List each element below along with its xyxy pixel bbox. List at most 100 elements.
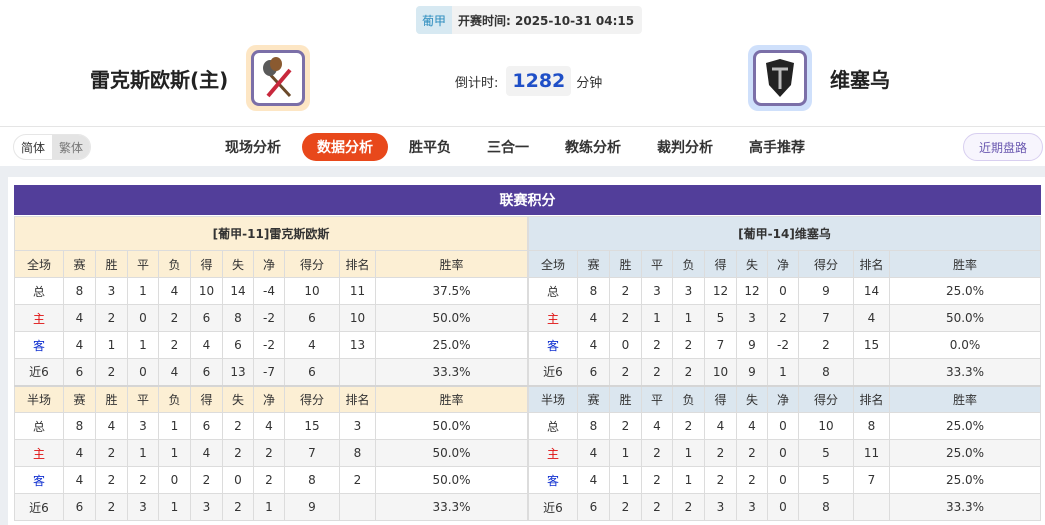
away-team-name[interactable]: 维塞乌 [830, 67, 890, 92]
table-cell: 2 [672, 358, 705, 386]
table-cell: 0 [767, 466, 799, 494]
table-row: 总 8 3 1 4 10 14 -4 10 11 37.5% [14, 277, 528, 305]
row-label: 客 [528, 466, 578, 494]
table-row: 客 4 0 2 2 7 9 -2 2 15 0.0% [528, 331, 1041, 359]
table-cell: 1 [95, 331, 128, 359]
table-cell: 2 [641, 331, 673, 359]
table-cell: 33.3% [375, 358, 528, 386]
table-cell: 2 [339, 466, 376, 494]
column-header: 净 [253, 250, 285, 278]
table-cell: 4 [736, 412, 768, 440]
table-cell: 3 [190, 493, 223, 521]
column-header: 平 [641, 384, 673, 413]
row-label: 近6 [14, 358, 64, 386]
tab-7[interactable]: 高手推荐 [749, 140, 805, 156]
table-row: 总 8 2 4 2 4 4 0 10 8 25.0% [528, 412, 1041, 440]
nav-bar: 简体 繁体 现场分析 数据分析 胜平负 三合一 教练分析 裁判分析 高手推荐 近期盘路 [0, 126, 1045, 166]
table-cell: 2 [798, 331, 854, 359]
team-table-title: [葡甲-14]维塞乌 [528, 216, 1041, 251]
table-cell: 2 [95, 493, 128, 521]
table-cell: -4 [253, 277, 285, 305]
row-label: 总 [528, 277, 578, 305]
table-cell: 13 [339, 331, 376, 359]
column-header: 赛 [577, 384, 610, 413]
table-cell: 2 [190, 466, 223, 494]
table-cell: 8 [63, 277, 96, 305]
table-cell: 50.0% [889, 304, 1041, 332]
home-team-name[interactable]: 雷克斯欧斯(主) [90, 67, 229, 92]
table-cell: 25.0% [375, 331, 528, 359]
column-header: 胜率 [889, 250, 1041, 278]
table-cell: 1 [158, 439, 191, 467]
row-label: 总 [14, 412, 64, 440]
crossed-rackets-icon [263, 57, 292, 98]
table-cell: 3 [641, 277, 673, 305]
table-row: 总 8 4 3 1 6 2 4 15 3 50.0% [14, 412, 528, 440]
table-cell: 2 [736, 439, 768, 467]
column-header: 得 [704, 250, 737, 278]
table-cell: 4 [158, 277, 191, 305]
table-cell: 4 [577, 439, 610, 467]
tab-4[interactable]: 三合一 [487, 140, 529, 156]
tab-3[interactable]: 胜平负 [409, 140, 451, 156]
table-cell [853, 493, 890, 521]
table-cell: 2 [95, 466, 128, 494]
section-title: 联赛积分 [14, 185, 1041, 215]
column-header: 负 [672, 384, 705, 413]
table-cell: 2 [95, 439, 128, 467]
language-toggle: 简体 繁体 [13, 134, 92, 160]
table-cell: 9 [736, 331, 768, 359]
column-header: 得分 [798, 250, 854, 278]
home-team: 雷克斯欧斯(主) [90, 45, 311, 111]
countdown-unit: 分钟 [576, 75, 603, 91]
tab-5[interactable]: 教练分析 [565, 140, 621, 156]
column-header: 胜 [95, 250, 128, 278]
lang-simplified[interactable]: 简体 [21, 140, 46, 155]
tab-1[interactable]: 现场分析 [225, 140, 281, 156]
table-cell: 10 [704, 358, 737, 386]
column-header: 排名 [339, 250, 376, 278]
table-cell: 10 [798, 412, 854, 440]
table-cell: 1 [158, 412, 191, 440]
table-cell: 4 [577, 304, 610, 332]
row-label: 客 [14, 331, 64, 359]
row-label: 主 [528, 304, 578, 332]
table-cell: 9 [736, 358, 768, 386]
column-header: 胜率 [375, 384, 528, 413]
lang-traditional[interactable]: 繁体 [52, 135, 91, 159]
column-header: 负 [158, 250, 191, 278]
league-badge[interactable]: 葡甲 [416, 6, 453, 34]
table-cell: 2 [736, 466, 768, 494]
table-cell: 50.0% [375, 412, 528, 440]
header-row: 半场赛胜平负得失净得分 排名 胜率 [14, 384, 528, 413]
away-team-logo[interactable] [748, 45, 812, 111]
kickoff-time: 开赛时间: 2025-10-31 04:15 [458, 13, 635, 28]
table-cell: 4 [704, 412, 737, 440]
column-header: 赛 [63, 384, 96, 413]
tab-2[interactable]: 数据分析 [302, 133, 388, 161]
table-cell: 2 [158, 331, 191, 359]
table-cell: 13 [222, 358, 254, 386]
table-cell: 0 [609, 331, 642, 359]
table-cell: 25.0% [889, 466, 1041, 494]
table-cell: 0 [767, 493, 799, 521]
table-cell: 7 [853, 466, 890, 494]
table-cell: 0 [767, 439, 799, 467]
table-cell: 4 [158, 358, 191, 386]
table-cell: 1 [641, 304, 673, 332]
column-header: 负 [158, 384, 191, 413]
table-cell: 11 [853, 439, 890, 467]
column-header: 赛 [63, 250, 96, 278]
tab-6[interactable]: 裁判分析 [657, 140, 713, 156]
home-team-logo[interactable] [246, 45, 311, 111]
row-label: 主 [14, 304, 64, 332]
recent-handicap-button[interactable]: 近期盘路 [962, 133, 1043, 161]
table-cell: 6 [577, 358, 610, 386]
column-header: 排名 [339, 384, 376, 413]
row-label: 客 [528, 331, 578, 359]
table-cell: 12 [704, 277, 737, 305]
table-cell: 2 [609, 493, 642, 521]
column-header: 失 [736, 384, 768, 413]
countdown-label: 倒计时: [455, 75, 499, 91]
table-cell: -7 [253, 358, 285, 386]
